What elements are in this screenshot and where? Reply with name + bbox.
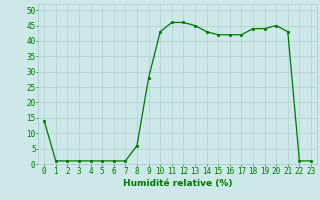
X-axis label: Humidité relative (%): Humidité relative (%) — [123, 179, 232, 188]
